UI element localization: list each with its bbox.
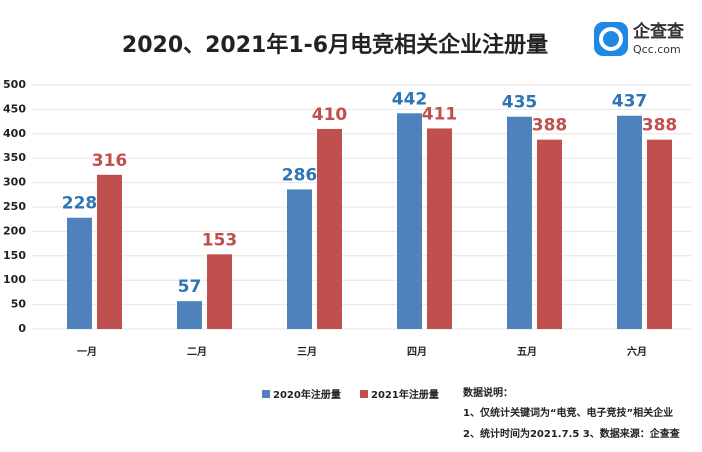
note: 2、统计时间为2021.7.5 3、数据来源：企查查 — [463, 427, 681, 440]
logo-domain: Qcc.com — [633, 43, 681, 56]
value-label: 286 — [282, 165, 318, 185]
value-label: 388 — [532, 116, 568, 136]
y-tick-label: 300 — [3, 176, 26, 189]
logo-icon — [594, 22, 628, 56]
bar — [287, 189, 312, 329]
x-tick-label: 二月 — [187, 346, 207, 358]
value-label: 57 — [178, 277, 202, 297]
bar — [207, 254, 232, 329]
logo: 企查查 Qcc.com — [594, 21, 685, 56]
legend-swatch — [262, 390, 270, 398]
bar — [67, 217, 92, 329]
x-tick-label: 五月 — [517, 346, 537, 358]
bar — [397, 113, 422, 329]
bar — [647, 139, 672, 329]
value-label: 411 — [422, 104, 458, 124]
bar — [97, 174, 122, 329]
bar — [537, 139, 562, 329]
chart-title: 2020、2021年1-6月电竞相关企业注册量 — [122, 32, 548, 58]
y-tick-label: 250 — [3, 200, 26, 213]
bar — [617, 115, 642, 329]
y-tick-label: 500 — [3, 78, 26, 91]
y-tick-label: 450 — [3, 102, 26, 115]
y-tick-label: 150 — [3, 249, 26, 262]
legend-swatch — [360, 390, 368, 398]
value-label: 153 — [202, 230, 238, 250]
legend-label: 2020年注册量 — [273, 388, 341, 401]
x-tick-label: 六月 — [627, 345, 647, 358]
value-label: 410 — [312, 105, 348, 125]
legend-label: 2021年注册量 — [371, 388, 439, 401]
logo-ring — [599, 27, 623, 51]
value-label: 437 — [612, 92, 648, 112]
value-label: 442 — [392, 89, 428, 109]
x-tick-label: 四月 — [407, 346, 427, 358]
value-label: 228 — [62, 194, 98, 214]
x-tick-label: 三月 — [297, 346, 317, 358]
y-tick-label: 400 — [3, 127, 26, 140]
note: 1、仅统计关键词为“电竞、电子竞技”相关企业 — [463, 406, 673, 419]
bar — [427, 128, 452, 329]
y-tick-label: 350 — [3, 151, 26, 164]
value-label: 435 — [502, 93, 538, 113]
bar — [177, 301, 202, 329]
value-label: 316 — [92, 151, 128, 171]
value-label: 388 — [642, 116, 678, 136]
y-tick-label: 0 — [18, 322, 26, 335]
bar — [317, 128, 342, 329]
bar — [507, 116, 532, 329]
notes-title: 数据说明： — [463, 386, 513, 399]
y-tick-label: 100 — [3, 273, 26, 286]
x-tick-label: 一月 — [77, 346, 97, 358]
y-tick-label: 50 — [11, 298, 27, 311]
logo-text: 企查查 — [632, 21, 685, 42]
y-tick-label: 200 — [3, 224, 26, 237]
